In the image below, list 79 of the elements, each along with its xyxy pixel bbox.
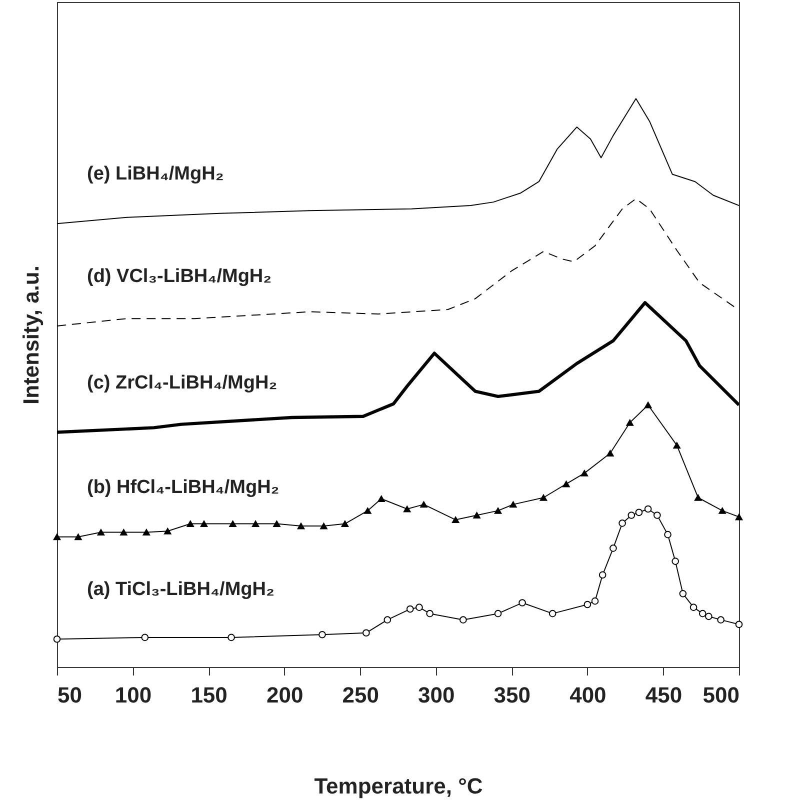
point [718,507,726,514]
point [273,520,280,528]
point [664,530,672,538]
point [654,512,661,519]
point [252,520,260,528]
point [735,514,743,520]
point [426,610,434,618]
point [672,558,680,565]
point [378,496,385,502]
point [494,610,502,618]
point [420,501,428,508]
point [628,512,636,519]
point [228,634,235,642]
x-axis-title: Temperature, °C [314,774,483,798]
point [705,612,712,620]
point [141,634,149,642]
point [200,520,208,528]
point [598,571,606,579]
x-tick-label: 500 [702,682,740,708]
point [510,501,517,508]
point [735,620,743,628]
point [679,590,687,598]
point [406,605,414,613]
point [97,529,105,536]
point [452,516,460,524]
point [673,442,681,449]
series-label: (c) ZrCl₄-LiBH₄/MgH₂ [87,372,278,394]
point [74,534,82,540]
point [626,419,634,426]
series-label: (a) TiCl₃-LiBH₄/MgH₂ [87,579,274,600]
point [318,630,326,638]
point [186,520,194,528]
point [562,480,570,488]
x-tick-label: 100 [114,682,152,708]
point [297,522,305,530]
x-tick-label: 200 [266,682,304,708]
x-tick-label: 250 [342,682,379,708]
point [698,610,706,618]
point [548,610,556,618]
point [362,629,370,637]
series-label: (b) HfCl₄-LiBH₄/MgH₂ [87,476,280,498]
x-tick-label: 350 [494,682,531,708]
point [473,512,480,518]
point [518,599,526,606]
x-tick-label: 50 [58,682,82,708]
point [591,597,599,605]
point [341,520,349,528]
point [618,520,626,527]
x-tick-label: 400 [570,682,606,708]
point [644,505,652,513]
point [610,544,617,552]
point [53,635,61,643]
point [635,508,643,516]
point [120,529,128,536]
point [384,616,392,624]
point [540,494,548,501]
point [53,534,61,540]
point [584,600,592,608]
point [364,507,372,514]
x-tick-label: 150 [190,682,228,708]
point [460,616,467,624]
point [229,520,236,528]
point [717,616,724,624]
point [694,494,702,501]
point [164,528,172,534]
point [403,506,411,512]
point [494,507,502,514]
x-tick-label: 450 [645,682,682,708]
point [606,450,614,457]
x-tick-label: 300 [418,682,455,708]
point [644,402,652,408]
series-label: (d) VCl₃-LiBH₄/MgH₂ [87,266,272,287]
series-label: (e) LiBH₄/MgH₂ [87,164,224,185]
point [416,604,423,611]
point [690,604,698,611]
y-axis-title: Intensity, a.u. [18,266,44,404]
point [320,522,328,530]
point [580,470,588,476]
point [142,529,150,536]
